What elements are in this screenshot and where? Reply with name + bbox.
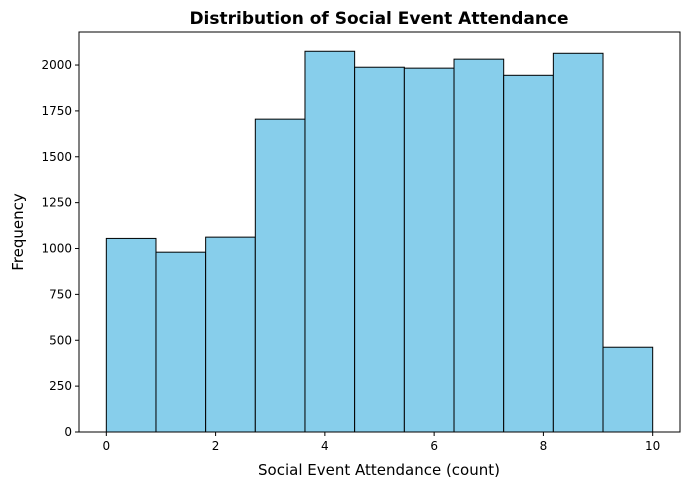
histogram-bar — [354, 66, 405, 433]
x-tick-label: 0 — [102, 439, 110, 453]
x-tick-label: 2 — [212, 439, 220, 453]
x-tick-label: 6 — [430, 439, 438, 453]
histogram-bar — [602, 346, 654, 433]
x-tick-label: 4 — [321, 439, 329, 453]
y-tick-label: 250 — [49, 379, 72, 393]
y-tick-label: 500 — [49, 333, 72, 347]
x-axis-label: Social Event Attendance (count) — [258, 461, 500, 479]
histogram-bar — [503, 74, 554, 433]
histogram-bar — [155, 251, 207, 433]
histogram-bar — [205, 236, 256, 433]
x-tick-label: 10 — [645, 439, 660, 453]
chart-title: Distribution of Social Event Attendance — [189, 9, 568, 29]
plot-frame — [78, 31, 681, 433]
x-axis-ticks: 0 2 4 6 8 10 — [102, 432, 660, 453]
bars-group — [105, 50, 654, 433]
x-tick-label: 8 — [540, 439, 548, 453]
histogram-bar — [403, 67, 455, 433]
y-axis-label: Frequency — [9, 193, 27, 271]
y-tick-label: 1500 — [41, 150, 72, 164]
y-tick-label: 1750 — [41, 104, 72, 118]
histogram-bar — [254, 118, 306, 433]
histogram-bar — [453, 58, 505, 433]
histogram-bar — [552, 52, 604, 433]
y-tick-label: 2000 — [41, 58, 72, 72]
y-axis-ticks: 0 250 500 750 1000 1250 1500 1750 2000 — [41, 58, 79, 439]
histogram-bar — [105, 237, 157, 433]
y-tick-label: 1000 — [41, 242, 72, 256]
y-tick-label: 750 — [49, 287, 72, 301]
histogram-bar — [304, 50, 356, 433]
y-tick-label: 1250 — [41, 196, 72, 210]
y-tick-label: 0 — [64, 425, 72, 439]
